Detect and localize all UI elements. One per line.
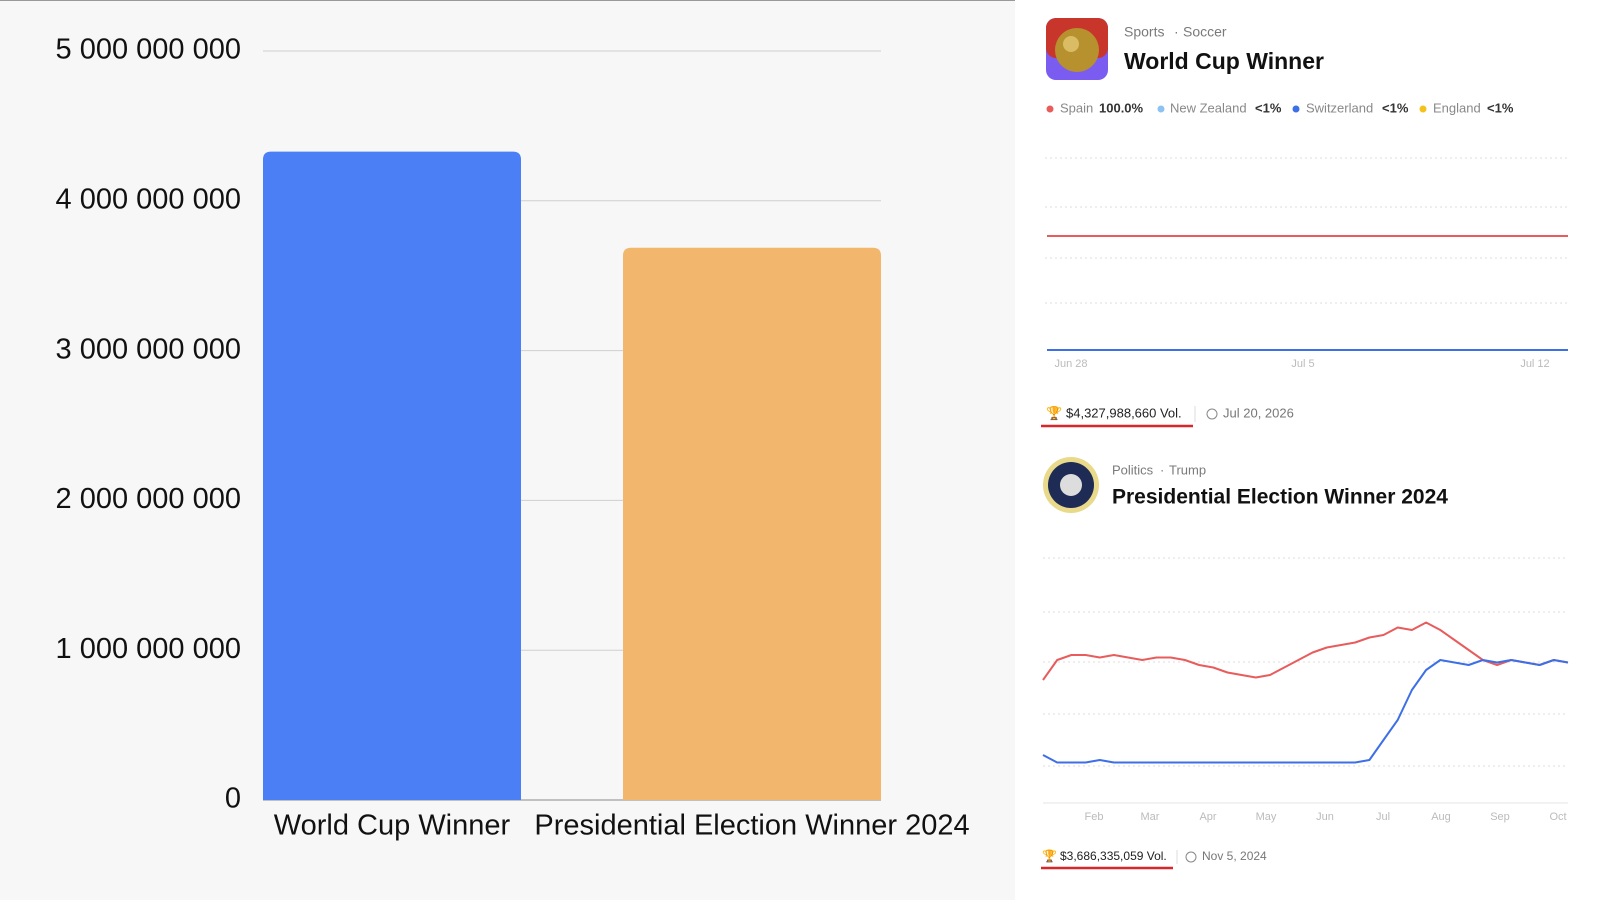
x-tick-label: Jul [1376,811,1390,823]
x-tick-label: Aug [1431,811,1451,823]
legend-swatch [1157,105,1165,113]
market-end-date: Jul 20, 2026 [1223,405,1294,420]
legend-name: Switzerland [1306,100,1373,115]
y-tick-label: 1 000 000 000 [56,633,241,665]
legend-name: New Zealand [1170,100,1247,115]
legend-swatch [1419,105,1427,113]
market-volume: $4,327,988,660 Vol. [1066,405,1182,420]
x-tick-label: World Cup Winner [274,810,511,842]
legend-name: Spain [1060,100,1093,115]
trophy-icon: 🏆 [1042,849,1057,863]
trophy-icon: 🏆 [1046,405,1062,420]
market-title: Presidential Election Winner 2024 [1112,486,1448,509]
bar [263,151,521,800]
x-tick-label: May [1256,811,1277,823]
x-tick-label: Mar [1141,811,1160,823]
market-category: Sports [1124,24,1164,40]
y-tick-label: 0 [225,783,241,815]
legend-value: <1% [1487,100,1514,115]
x-tick-label: Feb [1085,811,1104,823]
market-volume: $3,686,335,059 Vol. [1060,849,1167,863]
x-tick-label: Jul 5 [1291,358,1314,370]
guide-lines [1045,157,1568,304]
legend-swatch [1292,105,1300,113]
y-tick-label: 2 000 000 000 [56,483,241,515]
market-title: World Cup Winner [1124,48,1324,74]
series-line [1042,659,1569,764]
y-tick-label: 5 000 000 000 [56,34,241,66]
legend-swatch [1046,105,1054,113]
clock-icon [1185,851,1197,863]
series-line [1042,621,1569,681]
panel-background [1015,0,1600,900]
legend-value: <1% [1382,100,1409,115]
market-end-date: Nov 5, 2024 [1202,849,1267,863]
y-tick-label: 4 000 000 000 [56,183,241,215]
x-tick-label: Apr [1199,811,1216,823]
separator: · [1174,24,1179,40]
legend-value: 100.0% [1099,100,1144,115]
market-subcategory: Soccer [1183,24,1227,40]
legend-name: England [1433,100,1481,115]
bar [623,247,881,801]
market-card[interactable]: Politics · Trump Presidential Election W… [1041,457,1568,870]
market-subcategory: Trump [1169,462,1206,477]
separator: · [1160,462,1164,477]
y-tick-label: 3 000 000 000 [56,333,241,365]
market-card[interactable]: Sports · Soccer World Cup Winner 🏆 $4,32… [1041,18,1568,428]
x-tick-label: Jun [1316,811,1334,823]
clock-icon [1206,408,1218,420]
market-icon-eagle [1060,474,1082,496]
x-tick-label: Jun 28 [1054,358,1087,370]
market-icon-ball [1055,28,1099,72]
market-category: Politics [1112,462,1154,477]
x-tick-label: Oct [1549,811,1566,823]
x-tick-label: Jul 12 [1520,358,1549,370]
legend-value: <1% [1255,100,1282,115]
x-tick-label: Presidential Election Winner 2024 [534,810,969,842]
market-icon-shine [1063,36,1079,52]
x-tick-label: Sep [1490,811,1510,823]
